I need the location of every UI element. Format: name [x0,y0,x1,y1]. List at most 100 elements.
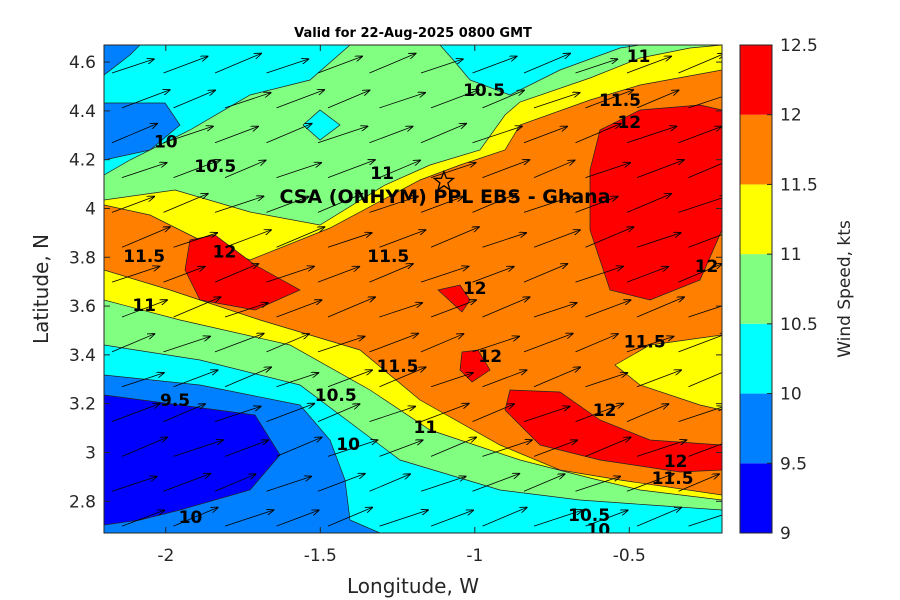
wind-vector-arrow [121,90,170,109]
wind-vector-arrow [482,160,530,178]
wind-vector-arrow [369,406,416,422]
wind-vector-arrow [688,160,722,178]
colorbar: 9 9.5 10 10.5 11 11.5 12 12.5 [739,36,818,544]
wind-vector-arrow [636,90,678,109]
wind-vector-arrow [472,474,520,492]
colorbar-tick-label: 11 [780,245,802,265]
contour-label: 9.5 [160,391,190,411]
wind-vector-arrow [626,336,674,353]
contour-red-topright [589,104,722,301]
contour-red-left [184,234,301,311]
wind-vector-arrow [163,194,208,213]
wind-vector-arrow [369,127,413,144]
contour-label: 11 [132,296,156,316]
wind-vector-arrow [430,90,479,109]
wind-vector-arrow [111,124,157,144]
contour-label: 10 [336,435,360,455]
contour-label: 12 [617,113,641,133]
wind-vector-arrow [636,370,681,388]
plot-frame [103,44,723,534]
wind-vector-arrow [533,160,575,178]
contour-label: 11 [627,47,651,67]
y-tick-label: 2.8 [69,492,96,512]
wind-vector-arrow [626,404,668,422]
wind-vector-arrow [163,474,211,492]
wind-vector-arrow [173,297,221,318]
wind-vector-arrow [482,507,527,527]
wind-vector-arrow [575,59,618,74]
x-tick-label: -0.5 [613,546,646,566]
colorbar-swatch [740,463,772,533]
wind-vector-arrow [379,230,426,248]
wind-vector-arrow [585,300,631,318]
wind-vector-arrow [678,196,722,213]
wind-vector-arrow [585,373,628,388]
location-label: CSA (ONHYM) PPL EBS - Ghana [279,186,610,208]
wind-vector-arrow [111,197,154,213]
contour-label: 12 [213,242,237,262]
wind-vector-arrow [575,124,621,144]
wind-vector-arrow [523,406,570,422]
wind-vector-arrow [111,404,160,422]
wind-vector-arrow [482,297,530,318]
wind-vector-arrow [224,510,273,527]
y-tick-label: 4.6 [69,53,96,73]
wind-vector-arrow [420,124,466,144]
colorbar-tick-label: 11.5 [780,175,818,195]
x-axis-label: Longitude, W [347,574,479,598]
wind-vector-arrow [533,230,580,248]
wind-vector-arrow [369,54,416,74]
wind-vector-arrow [585,437,631,457]
contour-label: 11.5 [377,357,419,377]
wind-vector-arrow [224,160,266,178]
x-tick-label: -1 [466,546,483,566]
wind-vector-arrow [678,54,722,74]
wind-vector-arrow [214,196,263,213]
wind-vector-arrow [317,336,365,353]
wind-vector-arrow [173,233,218,248]
wind-vector-arrow [327,90,369,109]
wind-vector-arrow [224,367,271,388]
wind-vector-arrow [585,227,634,248]
colorbar-frame [739,44,773,534]
wind-vector-arrow [523,334,573,353]
wind-vector-arrow [636,440,686,457]
y-tick-label: 4 [85,199,96,219]
y-axis-ticks: 2.8 3 3.2 3.4 3.6 3.8 4 4.2 4.4 4.6 [69,53,722,512]
wind-vector-arrow [430,437,476,457]
colorbar-label: Wind Speed, kts [835,220,855,358]
wind-vector-arrow [276,90,325,109]
wind-vector-arrow [379,160,421,178]
wind-vector-arrow [327,507,372,527]
contour-fill-layer [104,45,722,533]
wind-vector-arrow [420,197,463,213]
wind-vector-arrow [585,90,634,109]
colorbar-tick-label: 10.5 [780,315,818,335]
wind-vector-arrow [369,264,413,283]
wind-vector-arrow [420,59,463,74]
wind-vector-arrow [430,373,473,388]
wind-vector-arrow [678,127,722,144]
wind-vector-arrow [224,303,268,318]
wind-vector-arrow [585,163,631,178]
wind-vector-arrow [420,334,463,353]
colorbar-tick-label: 12.5 [780,36,818,56]
y-axis-label: Latitude, N [29,234,53,344]
wind-vector-arrow [626,474,674,492]
colorbar-tick-label: 9 [780,524,791,544]
wind-vector-arrow [472,126,522,144]
wind-vector-arrow [173,507,218,527]
wind-vector-arrow [173,440,223,457]
wind-vector-arrow [317,474,365,492]
x-axis-ticks: -2 -1.5 -1 -0.5 [157,45,646,566]
wind-vector-arrow [430,510,473,527]
wind-vector-arrow [636,160,684,178]
colorbar-tick-label: 12 [780,106,802,126]
y-tick-label: 4.2 [69,151,96,171]
wind-vector-arrow [266,59,309,74]
wind-vector-arrow [276,510,319,527]
wind-vector-arrow [688,96,722,109]
wind-vector-arrow [523,474,565,492]
wind-vector-arrow [523,196,572,213]
wind-vector-arrow [266,124,312,144]
